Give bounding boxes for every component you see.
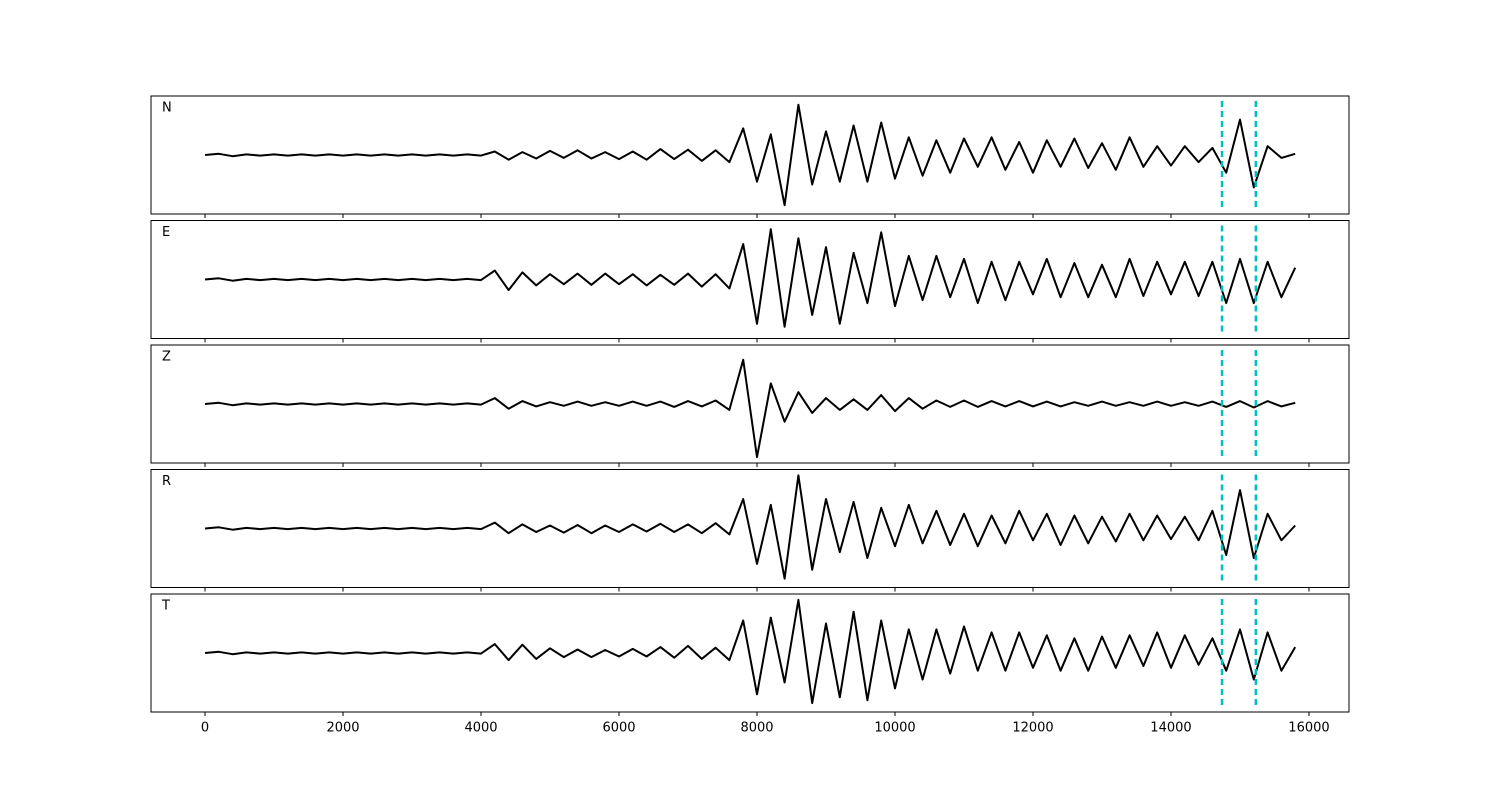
- panel-label: R: [162, 474, 171, 489]
- trace: [204, 228, 1297, 328]
- panel-frame: [150, 95, 1350, 215]
- x-tick-label: 16000: [1288, 721, 1329, 736]
- panel-label: Z: [162, 350, 171, 365]
- trace: [204, 474, 1296, 580]
- x-tick-label: 12000: [1012, 721, 1053, 736]
- panel-label: E: [162, 225, 170, 240]
- x-tick-label: 10000: [874, 721, 915, 736]
- panel-label: T: [161, 599, 170, 614]
- x-tick-label: 2000: [326, 721, 359, 736]
- panel-frame: [150, 344, 1350, 464]
- trace: [204, 103, 1296, 207]
- panel-label: N: [162, 101, 172, 116]
- trace: [204, 598, 1297, 705]
- panel-frame: [150, 469, 1350, 588]
- panel-frame: [150, 220, 1350, 339]
- x-tick-label: 8000: [740, 721, 773, 736]
- x-tick-label: 0: [201, 721, 209, 736]
- x-tick-label: 4000: [464, 721, 497, 736]
- trace: [204, 358, 1296, 459]
- panel-frame: [150, 593, 1350, 713]
- x-tick-label: 6000: [602, 721, 635, 736]
- x-tick-label: 14000: [1150, 721, 1191, 736]
